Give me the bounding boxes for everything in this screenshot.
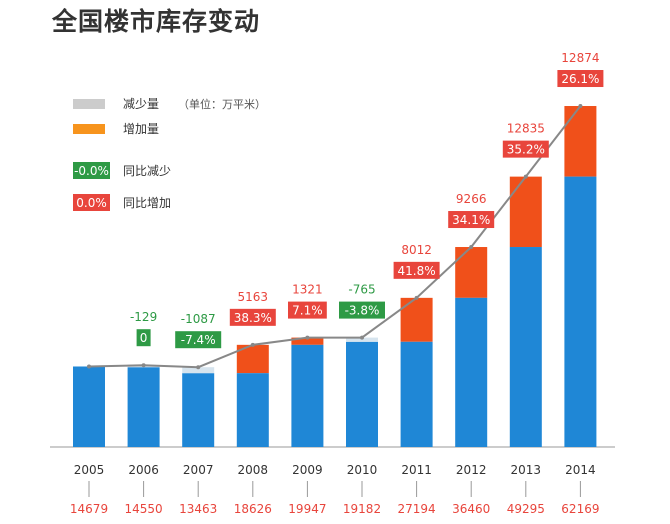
yoy-badge-2013 bbox=[502, 140, 549, 158]
bar-increase-2009 bbox=[291, 337, 324, 345]
yoy-label-2006: 0 bbox=[140, 331, 148, 345]
bar-increase-2014 bbox=[564, 106, 597, 177]
bar-increase-2013 bbox=[509, 176, 542, 248]
inventory-label-2012: 36460 bbox=[452, 502, 490, 516]
bar-inventory-2005 bbox=[73, 366, 105, 447]
year-label-2012: 2012 bbox=[456, 463, 487, 477]
trend-point-2008 bbox=[250, 342, 255, 347]
bar-inventory-2014 bbox=[564, 176, 597, 447]
yoy-badge-2012 bbox=[448, 211, 495, 229]
yoy-label-2008: 38.3% bbox=[234, 311, 272, 325]
year-label-2010: 2010 bbox=[347, 463, 378, 477]
yoy-label-2009: 7.1% bbox=[292, 304, 323, 318]
legend-increase-swatch bbox=[73, 124, 105, 134]
trend-line bbox=[87, 104, 583, 370]
change-label-2009: 1321 bbox=[292, 283, 323, 297]
chart-title: 全国楼市库存变动 bbox=[52, 7, 261, 36]
yoy-badge-2007 bbox=[175, 331, 222, 349]
legend-decrease-label: 减少量 bbox=[123, 97, 159, 111]
trend-point-2006 bbox=[141, 363, 146, 368]
year-label-2007: 2007 bbox=[183, 463, 214, 477]
bar-decrease-2010 bbox=[346, 337, 378, 342]
legend-yoy-increase-badge bbox=[73, 194, 110, 211]
yoy-badge-2006 bbox=[136, 329, 151, 347]
legend-yoy-decrease-label: 同比减少 bbox=[123, 164, 171, 178]
trend-point-2011 bbox=[414, 295, 419, 300]
legend-decrease-swatch bbox=[73, 99, 105, 109]
inventory-label-2011: 27194 bbox=[398, 502, 436, 516]
change-label-2010: -765 bbox=[348, 283, 375, 297]
inventory-label-2008: 18626 bbox=[234, 502, 272, 516]
change-label-2008: 5163 bbox=[238, 290, 269, 304]
trend-point-2014 bbox=[578, 104, 583, 109]
bar-increase-2012 bbox=[455, 247, 488, 298]
inventory-label-2007: 13463 bbox=[179, 502, 217, 516]
yoy-badge-2009 bbox=[288, 301, 327, 319]
yoy-label-2011: 41.8% bbox=[398, 264, 436, 278]
trend-point-2010 bbox=[360, 335, 364, 340]
inventory-label-2010: 19182 bbox=[343, 502, 381, 516]
yoy-badge-2014 bbox=[557, 70, 604, 88]
bar-inventory-2006 bbox=[127, 367, 160, 447]
inventory-label-2005: 14679 bbox=[70, 502, 108, 516]
legend: 减少量 （单位：万平米） 增加量 -0.0% 同比减少 0.0% 同比增加 bbox=[73, 97, 266, 211]
year-label-2008: 2008 bbox=[238, 463, 269, 477]
year-label-2014: 2014 bbox=[565, 463, 596, 477]
legend-yoy-increase-sample: 0.0% bbox=[76, 196, 107, 210]
yoy-badge-2010 bbox=[339, 301, 385, 319]
bar-inventory-2008 bbox=[236, 373, 269, 447]
inventory-label-2014: 62169 bbox=[561, 502, 599, 516]
change-label-2011: 8012 bbox=[401, 243, 432, 257]
legend-yoy-decrease-badge bbox=[73, 162, 110, 179]
yoy-label-2010: -3.8% bbox=[345, 304, 380, 318]
yoy-badge-2011 bbox=[393, 261, 440, 279]
bar-decrease-2007 bbox=[182, 367, 215, 374]
yoy-label-2014: 26.1% bbox=[561, 72, 599, 86]
x-axis: 2005 14679 2006 14550 2007 13463 2008 18626 2009… bbox=[70, 463, 600, 516]
legend-yoy-decrease-sample: -0.0% bbox=[74, 164, 109, 178]
change-label-2007: -1087 bbox=[181, 312, 216, 326]
change-label-2013: 12835 bbox=[507, 122, 545, 136]
trend-point-2012 bbox=[469, 245, 474, 250]
yoy-label-2013: 35.2% bbox=[507, 143, 545, 157]
inventory-label-2009: 19947 bbox=[288, 502, 326, 516]
change-label-2012: 9266 bbox=[456, 192, 487, 206]
bar-increase-2011 bbox=[400, 297, 433, 342]
trend-point-2009 bbox=[305, 335, 310, 340]
legend-yoy-increase-label: 同比增加 bbox=[123, 196, 171, 210]
trend-point-2013 bbox=[523, 174, 528, 179]
bar-inventory-2012 bbox=[455, 297, 488, 447]
trend-point-2007 bbox=[196, 365, 201, 370]
yoy-label-2012: 34.1% bbox=[452, 213, 490, 227]
legend-unit-note: （单位：万平米） bbox=[178, 97, 266, 111]
bar-inventory-2007 bbox=[182, 373, 215, 447]
change-label-2006: -129 bbox=[130, 310, 157, 324]
legend-increase-label: 增加量 bbox=[123, 122, 159, 136]
data-labels: 0 -129 -7.4% -1087 38.3% 5163 7.1% 1321 -3.8% -76… bbox=[130, 51, 604, 349]
inventory-label-2006: 14550 bbox=[125, 502, 163, 516]
trend-point-2005 bbox=[87, 364, 91, 369]
year-label-2011: 2011 bbox=[401, 463, 432, 477]
bar-inventory-2010 bbox=[346, 341, 378, 447]
yoy-badge-2008 bbox=[229, 308, 276, 326]
bars bbox=[73, 106, 597, 447]
bar-inventory-2013 bbox=[509, 247, 542, 447]
change-label-2014: 12874 bbox=[561, 51, 599, 65]
bar-inventory-2011 bbox=[400, 341, 433, 447]
yoy-label-2007: -7.4% bbox=[181, 333, 216, 347]
year-label-2006: 2006 bbox=[128, 463, 159, 477]
year-label-2005: 2005 bbox=[74, 463, 105, 477]
trend-polyline bbox=[88, 105, 582, 369]
year-label-2013: 2013 bbox=[511, 463, 542, 477]
inventory-label-2013: 49295 bbox=[507, 502, 545, 516]
bar-inventory-2009 bbox=[291, 344, 324, 447]
year-label-2009: 2009 bbox=[292, 463, 323, 477]
